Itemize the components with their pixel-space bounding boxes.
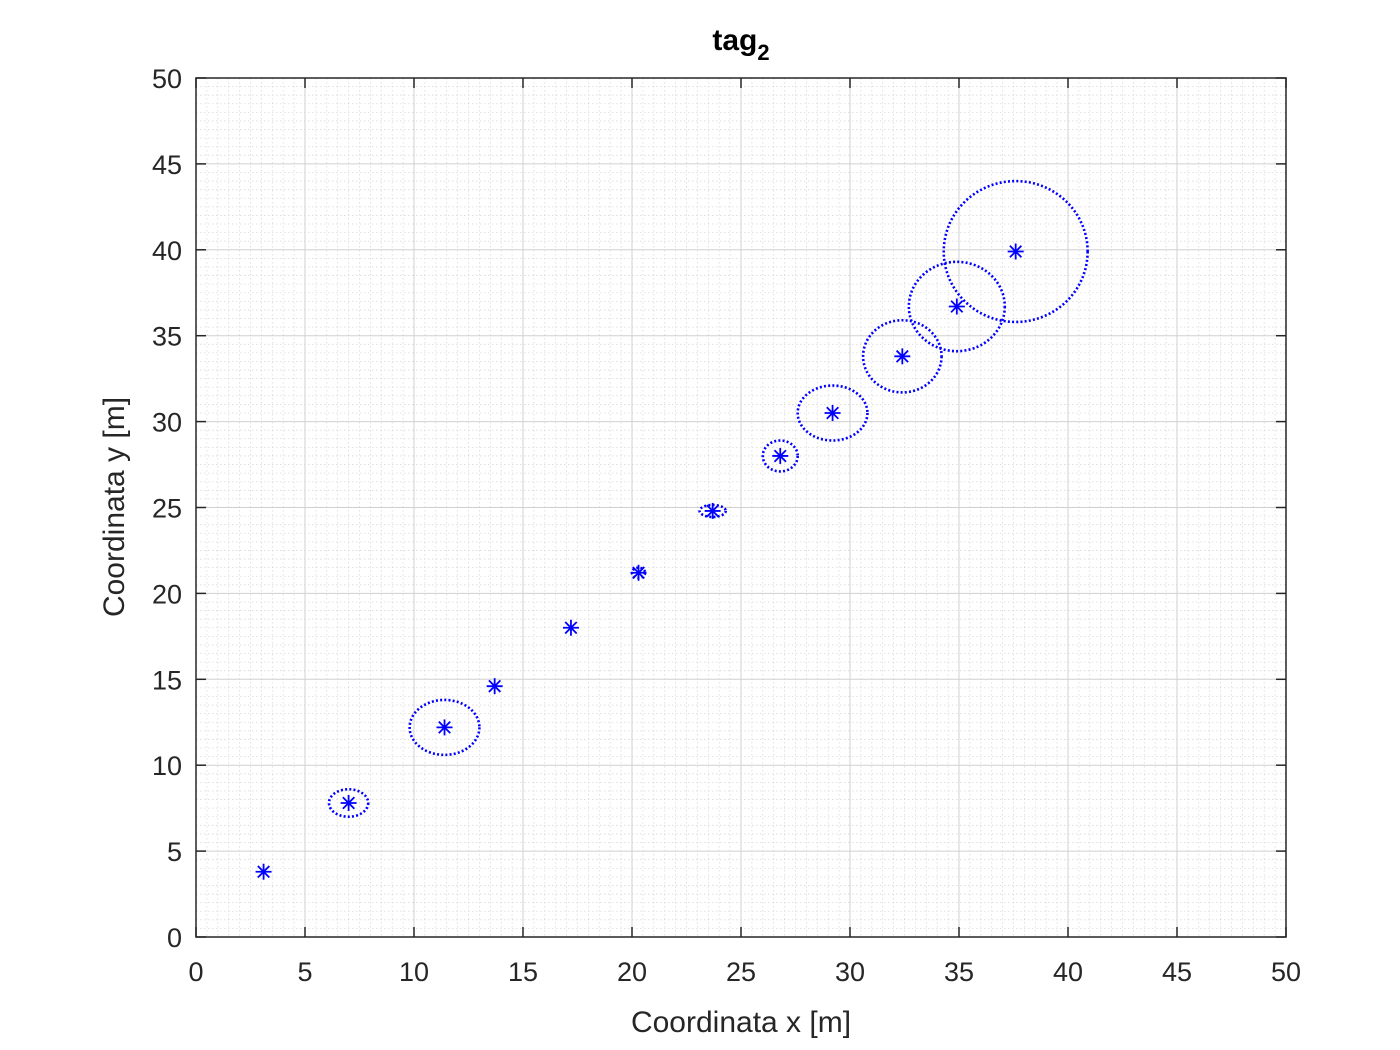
y-tick-label: 15 <box>152 665 182 695</box>
x-tick-label: 35 <box>944 957 974 987</box>
asterisk-marker <box>630 564 647 581</box>
asterisk-marker <box>948 298 965 315</box>
chart-title-main: tag <box>712 24 757 57</box>
y-tick-label: 5 <box>167 837 182 867</box>
asterisk-marker <box>340 794 357 811</box>
asterisk-marker <box>704 502 721 519</box>
asterisk-marker <box>562 619 579 636</box>
asterisk-marker <box>486 678 503 695</box>
asterisk-marker <box>894 348 911 365</box>
x-tick-label: 40 <box>1053 957 1083 987</box>
y-tick-label: 45 <box>152 150 182 180</box>
x-tick-label: 25 <box>726 957 756 987</box>
uncertainty-ellipse <box>861 318 943 394</box>
uncertainty-ellipse <box>907 260 1007 353</box>
y-tick-label: 40 <box>152 236 182 266</box>
asterisk-marker <box>1007 243 1024 260</box>
y-tick-label: 50 <box>152 64 182 94</box>
y-tick-label: 35 <box>152 322 182 352</box>
uncertainty-ellipses <box>327 179 1089 819</box>
x-tick-label: 5 <box>297 957 312 987</box>
asterisk-marker <box>772 447 789 464</box>
x-tick-label: 30 <box>835 957 865 987</box>
x-tick-label: 50 <box>1271 957 1301 987</box>
y-tick-label: 25 <box>152 494 182 524</box>
uncertainty-ellipse <box>698 503 728 519</box>
asterisk-marker <box>824 405 841 422</box>
x-tick-label: 15 <box>508 957 538 987</box>
uncertainty-ellipse <box>327 787 370 819</box>
uncertainty-ellipse <box>761 439 799 473</box>
axis-ticks <box>195 77 1287 938</box>
x-tick-label: 10 <box>399 957 429 987</box>
x-tick-label: 45 <box>1162 957 1192 987</box>
y-tick-label: 20 <box>152 579 182 609</box>
y-tick-label: 30 <box>152 408 182 438</box>
chart-title: tag2 <box>712 24 769 65</box>
y-tick-label: 10 <box>152 751 182 781</box>
uncertainty-ellipse <box>408 698 481 757</box>
y-axis-label: Coordinata y [m] <box>98 397 131 617</box>
x-axis-label: Coordinata x [m] <box>631 1006 851 1039</box>
data-markers <box>255 243 1024 880</box>
x-tick-label: 20 <box>617 957 647 987</box>
x-tick-label: 0 <box>188 957 203 987</box>
asterisk-marker <box>255 863 272 880</box>
uncertainty-ellipse <box>942 179 1089 324</box>
uncertainty-ellipse <box>796 384 869 442</box>
y-tick-label: 0 <box>167 923 182 953</box>
asterisk-marker <box>436 719 453 736</box>
chart-title-subscript: 2 <box>757 40 769 65</box>
x-tick-labels: 0 5 10 15 20 25 30 35 40 45 50 <box>188 957 1301 987</box>
y-tick-labels: 0 5 10 15 20 25 30 35 40 45 50 <box>152 64 182 953</box>
